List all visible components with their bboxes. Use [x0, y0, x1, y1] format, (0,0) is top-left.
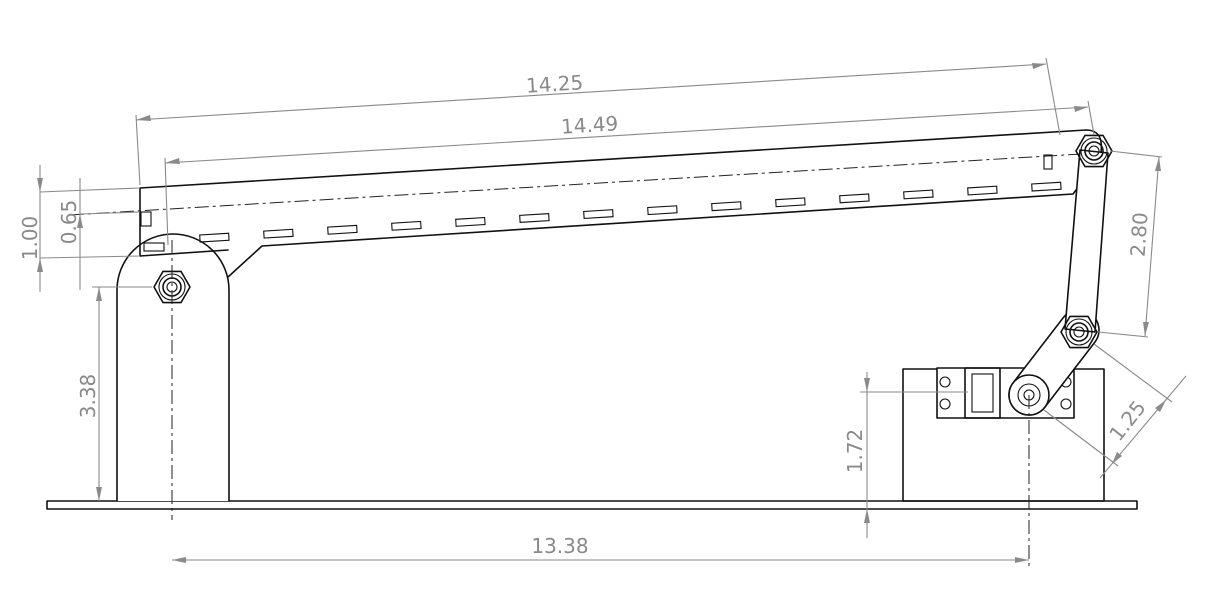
- dim-offset-inner-label: 0.65: [57, 200, 81, 245]
- panel-slot: [583, 209, 614, 220]
- dim-link-length-label: 2.80: [1125, 211, 1152, 257]
- link-rod: [1064, 149, 1109, 333]
- panel-tab: [140, 211, 152, 227]
- panel-slot: [711, 201, 742, 212]
- panel-slot: [775, 197, 806, 208]
- panel-tab: [143, 242, 165, 252]
- dim-pivot-height: 3.38: [76, 286, 152, 501]
- dim-link-length: 2.80: [1097, 150, 1163, 338]
- dim-top-length: 14.25: [135, 57, 1061, 186]
- panel-slot: [327, 224, 358, 235]
- dim-servo-height-label: 1.72: [843, 429, 867, 474]
- panel-slot: [199, 232, 230, 243]
- tilt-panel: [69, 129, 1103, 278]
- panel-slot: [839, 193, 870, 204]
- dim-top-length-label: 14.25: [525, 70, 584, 97]
- dim-slot-span-label: 14.49: [560, 111, 619, 138]
- dim-base-span: 13.38: [172, 534, 1029, 563]
- dim-pivot-height-label: 3.38: [76, 374, 100, 419]
- panel-slot: [1031, 181, 1062, 192]
- panel-slot: [903, 189, 934, 200]
- panel-tab: [1043, 154, 1053, 170]
- panel-slot: [519, 213, 550, 223]
- pivot-support: [116, 233, 230, 502]
- panel-slot: [391, 220, 422, 231]
- dim-servo-height: 1.72: [843, 372, 968, 538]
- dim-panel-offsets: 1.00 0.65: [18, 165, 141, 292]
- panel-slots: [140, 154, 1062, 252]
- panel-slot: [967, 185, 998, 196]
- panel-slot: [455, 216, 486, 227]
- panel-slot: [263, 228, 294, 239]
- panel-slot: [647, 205, 678, 216]
- dim-base-span-label: 13.38: [531, 534, 588, 558]
- dim-slot-span: 14.49: [164, 100, 1095, 246]
- dim-horn-length-label: 1.25: [1104, 396, 1150, 446]
- dim-offset-outer-label: 1.00: [18, 216, 42, 261]
- base-plate: [46, 500, 1138, 510]
